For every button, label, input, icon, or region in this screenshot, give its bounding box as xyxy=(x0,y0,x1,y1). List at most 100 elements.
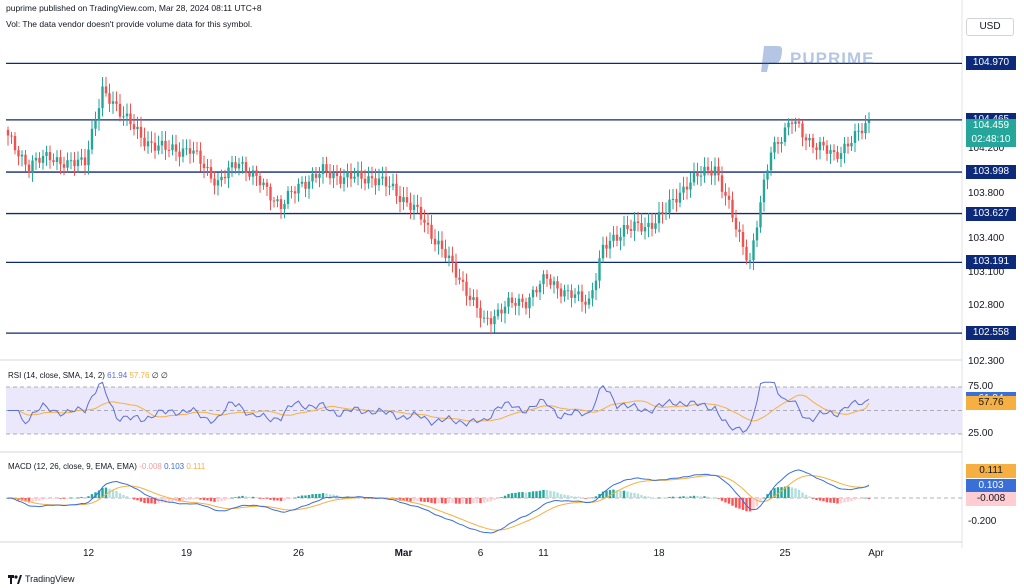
candle-body xyxy=(461,279,465,282)
macd-histogram-bar xyxy=(262,498,265,499)
candle-body xyxy=(202,163,206,169)
macd-histogram-bar xyxy=(703,496,706,498)
candle-body xyxy=(801,123,804,138)
macd-histogram-bar xyxy=(129,497,132,499)
macd-histogram-bar xyxy=(307,494,311,498)
footer-text: TradingView xyxy=(25,574,75,584)
candle-body xyxy=(111,101,115,104)
macd-histogram-bar xyxy=(755,498,759,507)
macd-histogram-bar xyxy=(587,498,591,499)
macd-histogram-bar xyxy=(741,498,745,510)
candle-body xyxy=(475,297,479,308)
candle-body xyxy=(829,150,832,154)
rsi-ma-value: 57.76 xyxy=(129,371,150,380)
macd-histogram-bar xyxy=(619,490,622,498)
candle-body xyxy=(48,152,52,161)
candle-body xyxy=(514,302,517,306)
candle-body xyxy=(59,157,62,165)
candle-body xyxy=(122,116,125,118)
candle-body xyxy=(374,178,377,186)
candle-body xyxy=(136,126,139,130)
candle-body xyxy=(171,144,174,151)
candle-body xyxy=(472,297,475,301)
candle-body xyxy=(489,318,493,325)
x-axis: 12 19 26 Mar 6 11 18 25 Apr xyxy=(83,548,885,559)
macd-histogram-bar xyxy=(489,498,493,502)
macd-histogram-bar xyxy=(325,493,328,498)
candle-body xyxy=(234,162,237,169)
candle-body xyxy=(262,182,265,186)
brand-logo: PUPRIME xyxy=(760,44,874,74)
macd-histogram-bar xyxy=(143,498,146,504)
candle-body xyxy=(563,290,566,297)
candle-body xyxy=(542,274,545,285)
macd-histogram-bar xyxy=(780,487,783,498)
candle-body xyxy=(468,295,472,301)
macd-histogram-bar xyxy=(720,498,724,501)
macd-histogram-bar xyxy=(465,498,468,504)
candle-body xyxy=(818,141,822,151)
macd-histogram-bar xyxy=(241,495,244,498)
macd-histogram-bar xyxy=(584,498,587,499)
macd-histogram-bar xyxy=(458,498,461,504)
candle-body xyxy=(213,178,216,186)
candle-body xyxy=(675,198,678,203)
macd-histogram-bar xyxy=(38,498,41,501)
macd-value: 0.103 xyxy=(164,462,185,471)
macd-histogram-bar xyxy=(657,497,661,499)
candle-body xyxy=(556,281,559,289)
candle-body xyxy=(836,152,839,159)
candle-body xyxy=(55,157,59,163)
price-tick-3: 103.100 xyxy=(968,266,1005,278)
macd-histogram-bar xyxy=(314,494,318,498)
candle-body xyxy=(304,181,307,189)
rsi-tick-1: 25.00 xyxy=(968,428,994,439)
macd-histogram-bar xyxy=(594,496,598,498)
candle-body xyxy=(160,140,164,146)
macd-histogram-bar xyxy=(724,498,727,503)
candle-body xyxy=(167,149,171,151)
candle-body xyxy=(752,240,755,261)
currency-button[interactable]: USD xyxy=(966,18,1014,36)
last-price-tag: 104.459 xyxy=(966,118,1016,133)
candle-body xyxy=(178,151,181,157)
candle-body xyxy=(251,170,255,177)
candle-body xyxy=(738,229,741,232)
candle-body xyxy=(773,142,776,153)
candle-body xyxy=(731,199,734,218)
macd-histogram-bar xyxy=(405,498,409,501)
macd-histogram-bar xyxy=(27,498,31,503)
macd-histogram-bar xyxy=(223,498,227,501)
macd-histogram-bar xyxy=(493,498,496,501)
candle-body xyxy=(388,186,391,188)
macd-histogram-bar xyxy=(675,496,678,498)
macd-histogram-bar xyxy=(318,493,321,498)
candle-body xyxy=(797,121,801,124)
candle-body xyxy=(745,246,748,261)
candle-body xyxy=(654,223,657,229)
macd-histogram-bar xyxy=(745,498,748,512)
macd-histogram-bar xyxy=(454,498,458,504)
candle-body xyxy=(17,150,20,157)
macd-histogram-bar xyxy=(783,486,787,498)
candle-body xyxy=(794,121,797,124)
tradingview-brand: TradingView xyxy=(8,574,75,584)
macd-histogram-bar xyxy=(517,492,521,498)
candle-body xyxy=(90,128,94,150)
macd-histogram-bar xyxy=(479,498,482,504)
candle-body xyxy=(766,170,769,180)
macd-histogram-bar xyxy=(101,488,104,498)
candle-body xyxy=(129,113,132,125)
candle-body xyxy=(636,221,640,224)
candle-body xyxy=(276,199,279,202)
macd-histogram-bar xyxy=(244,496,248,498)
candle-body xyxy=(391,183,395,187)
candle-body xyxy=(426,222,430,225)
candle-body xyxy=(682,186,685,193)
candle-body xyxy=(153,142,157,151)
macd-histogram-bar xyxy=(157,498,160,504)
candle-body xyxy=(293,191,297,194)
macd-histogram-bar xyxy=(531,491,535,498)
candle-body xyxy=(538,284,542,293)
